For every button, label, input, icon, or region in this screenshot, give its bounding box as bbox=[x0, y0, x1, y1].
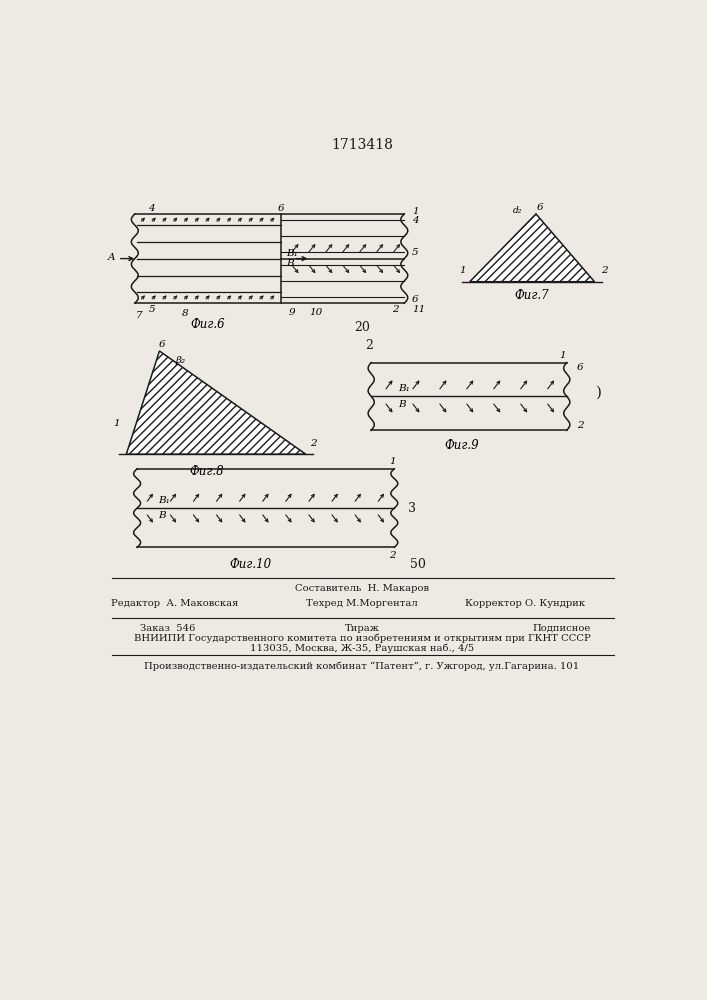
Text: Фиг.8: Фиг.8 bbox=[189, 465, 223, 478]
Text: B: B bbox=[158, 511, 165, 520]
Text: Фиг.6: Фиг.6 bbox=[191, 318, 226, 331]
Text: 113035, Москва, Ж-35, Раушская наб., 4/5: 113035, Москва, Ж-35, Раушская наб., 4/5 bbox=[250, 643, 474, 653]
Text: d₂: d₂ bbox=[513, 206, 522, 215]
Text: 10: 10 bbox=[309, 308, 322, 317]
Text: 7: 7 bbox=[135, 311, 142, 320]
Text: 2: 2 bbox=[310, 439, 316, 448]
Text: Фиг.9: Фиг.9 bbox=[444, 439, 479, 452]
Text: 1: 1 bbox=[460, 266, 466, 275]
Text: B: B bbox=[286, 259, 294, 268]
Polygon shape bbox=[127, 351, 305, 454]
Text: 1713418: 1713418 bbox=[331, 138, 393, 152]
Text: 5: 5 bbox=[148, 305, 155, 314]
Text: Составитель  Н. Макаров: Составитель Н. Макаров bbox=[295, 584, 429, 593]
Text: ): ) bbox=[596, 386, 602, 400]
Text: β₂: β₂ bbox=[175, 356, 185, 365]
Text: 1: 1 bbox=[114, 419, 120, 428]
Text: 50: 50 bbox=[410, 558, 426, 571]
Text: 2: 2 bbox=[601, 266, 607, 275]
Text: 1: 1 bbox=[412, 207, 419, 216]
Text: Заказ  546: Заказ 546 bbox=[140, 624, 196, 633]
Text: Редактор  А. Маковская: Редактор А. Маковская bbox=[111, 599, 238, 608]
Text: B₁: B₁ bbox=[398, 384, 410, 393]
Text: 2: 2 bbox=[390, 551, 396, 560]
Text: ВНИИПИ Государственного комитета по изобретениям и открытиям при ГКНТ СССР: ВНИИПИ Государственного комитета по изоб… bbox=[134, 633, 590, 643]
Text: 4: 4 bbox=[412, 216, 419, 225]
Polygon shape bbox=[469, 214, 595, 282]
Text: 2: 2 bbox=[577, 421, 583, 430]
Text: Фиг.10: Фиг.10 bbox=[229, 558, 271, 571]
Text: 11: 11 bbox=[412, 305, 425, 314]
Text: 1: 1 bbox=[560, 351, 566, 360]
Text: Техред М.Моргентал: Техред М.Моргентал bbox=[306, 599, 418, 608]
Text: 9: 9 bbox=[288, 308, 296, 317]
Text: 5: 5 bbox=[412, 248, 419, 257]
Text: 2: 2 bbox=[392, 305, 398, 314]
Text: 6: 6 bbox=[158, 340, 165, 349]
Text: Корректор О. Кундрик: Корректор О. Кундрик bbox=[465, 599, 585, 608]
Text: Производственно-издательский комбинат “Патент”, г. Ужгород, ул.Гагарина. 101: Производственно-издательский комбинат “П… bbox=[144, 661, 580, 671]
Text: 6: 6 bbox=[278, 204, 284, 213]
Text: 20: 20 bbox=[354, 321, 370, 334]
Text: 6: 6 bbox=[537, 203, 543, 212]
Text: 2: 2 bbox=[365, 339, 373, 352]
Text: B₁: B₁ bbox=[286, 249, 298, 258]
Text: B: B bbox=[398, 400, 406, 409]
Text: 8: 8 bbox=[182, 309, 188, 318]
Text: 6: 6 bbox=[412, 295, 419, 304]
Text: Тираж: Тираж bbox=[344, 624, 380, 633]
Text: Фиг.7: Фиг.7 bbox=[515, 289, 549, 302]
Text: A: A bbox=[108, 253, 115, 262]
Text: 4: 4 bbox=[148, 204, 155, 213]
Text: 3: 3 bbox=[408, 502, 416, 515]
Text: 6: 6 bbox=[577, 363, 583, 372]
Text: 1: 1 bbox=[390, 457, 396, 466]
Text: Подписное: Подписное bbox=[533, 624, 591, 633]
Text: B₁: B₁ bbox=[158, 496, 170, 505]
